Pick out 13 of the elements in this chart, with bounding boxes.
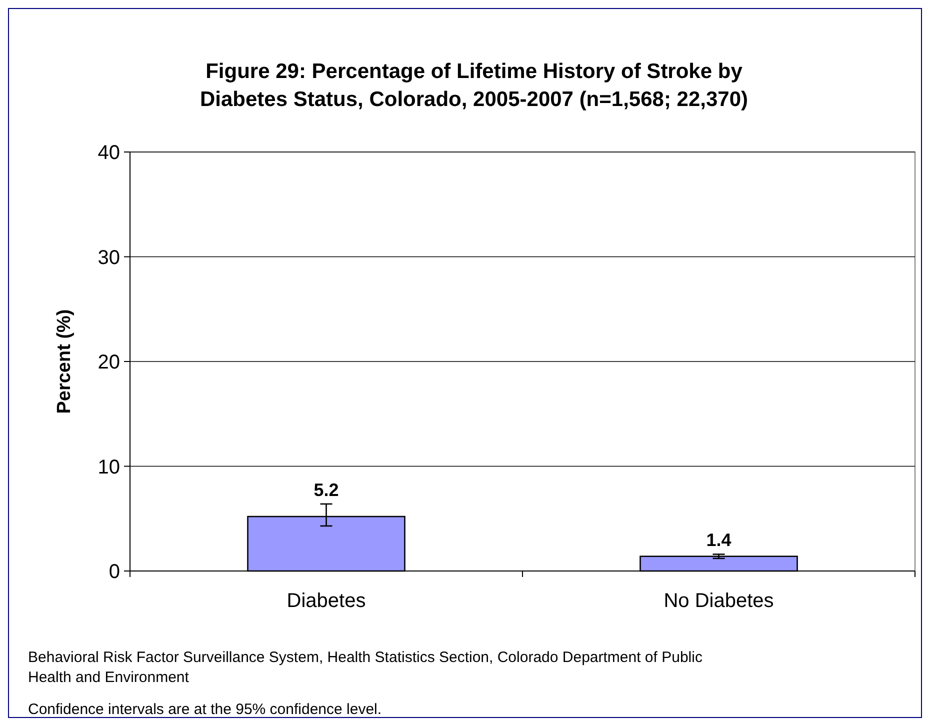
y-axis-title: Percent (%) (54, 309, 75, 414)
data-label: 5.2 (314, 480, 339, 500)
text: Confidence intervals are at the 95% confidence level. (28, 701, 382, 718)
y-tick-label: 40 (98, 142, 120, 164)
x-tick-label: No Diabetes (664, 590, 774, 612)
text: Behavioral Risk Factor Surveillance System, Health Statistics Section, Colorado Department of Public Health and Environment (28, 649, 703, 686)
x-tick-label: Diabetes (286, 590, 366, 612)
y-tick-label: 30 (98, 246, 120, 269)
y-tick-label: 0 (108, 561, 120, 583)
y-tick-label: 10 (98, 456, 120, 478)
chart-title: Figure 29: Percentage of Lifetime History of Stroke by Diabetes Status, Colorado, 2005-2007 (n=1,568; 22,370) (200, 60, 748, 111)
y-tick-label: 20 (98, 352, 120, 374)
data-label: 1.4 (706, 530, 732, 550)
